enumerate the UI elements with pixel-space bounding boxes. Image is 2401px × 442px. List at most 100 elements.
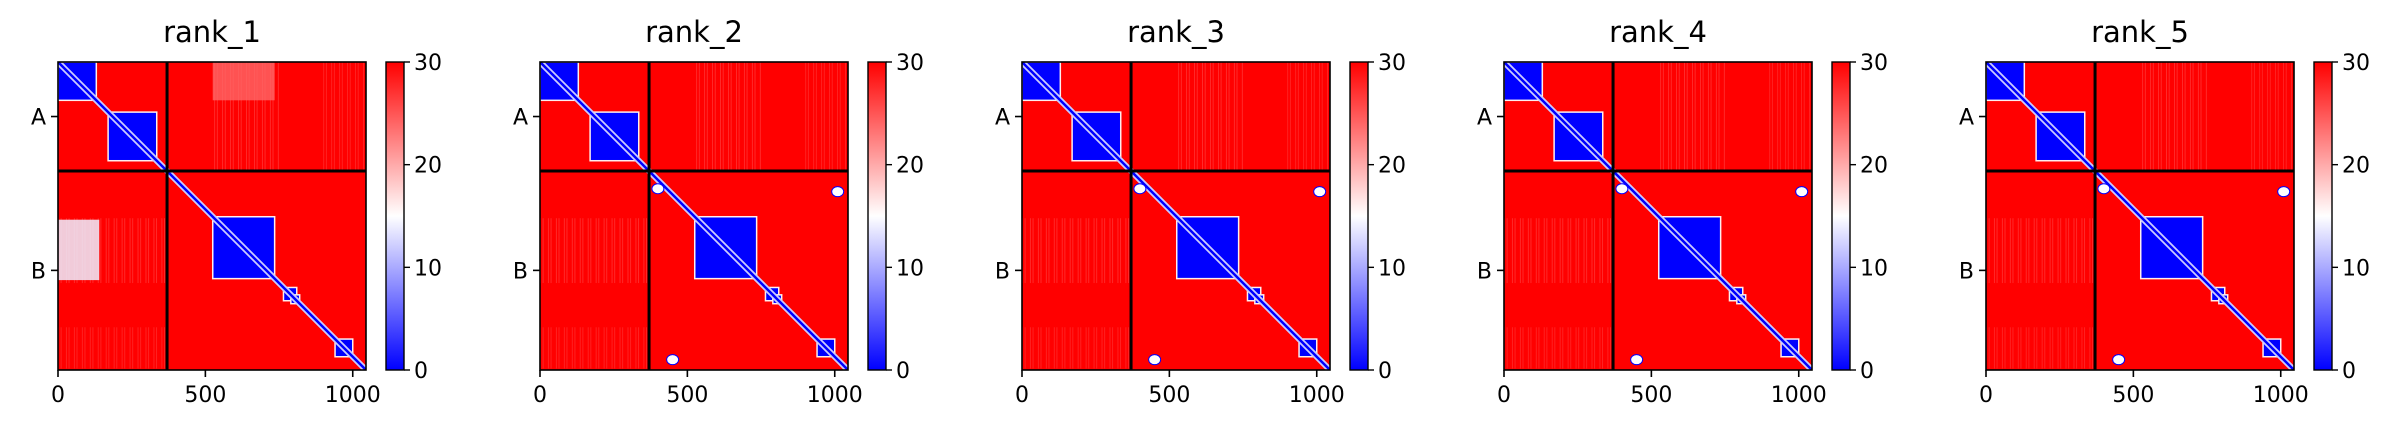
colorbar-tick-label: 10	[414, 256, 442, 281]
x-tick-label: 0	[1497, 383, 1511, 408]
colorbar-tick-label: 20	[2342, 154, 2370, 179]
colorbar-tick-label: 10	[896, 256, 924, 281]
x-tick-label: 500	[2112, 383, 2154, 408]
right-stripes	[1769, 62, 1810, 172]
diagonal-core	[58, 62, 366, 370]
heatmap-cells	[1504, 62, 1812, 370]
a-to-b-stripes	[214, 62, 279, 172]
x-tick-label: 0	[51, 383, 65, 408]
bright-spot	[1795, 186, 1809, 198]
x-tick-label: 1000	[1771, 383, 1827, 408]
heatmap-cells	[1986, 62, 2294, 370]
colorbar-tick-label: 0	[896, 359, 910, 384]
panel-title: rank_5	[2091, 15, 2189, 49]
bright-spot	[1313, 186, 1327, 198]
y-tick-label: A	[1959, 106, 1974, 131]
colorbar-tick-label: 30	[414, 51, 442, 76]
bright-spot	[2112, 354, 2126, 366]
x-tick-label: 0	[1015, 383, 1029, 408]
bright-spot	[1630, 354, 1644, 366]
right-stripes	[2251, 62, 2292, 172]
axes-frame	[1021, 61, 1331, 371]
right-stripes	[805, 62, 846, 172]
pae-panel-1: rank_1 0 500 1000 A B 0 10 20 30	[31, 15, 442, 408]
y-tick-label: B	[1477, 259, 1492, 284]
b-to-a-patch	[58, 219, 100, 281]
bright-spot	[1148, 354, 1162, 366]
a-to-b-patch	[212, 62, 275, 101]
pae-panel-2: rank_2 0 500 1000 A B 0 10 20 30	[513, 15, 924, 408]
colorbar-tick-label: 30	[1378, 51, 1406, 76]
colorbar-tick-label: 20	[414, 154, 442, 179]
axes-frame	[1985, 61, 2295, 371]
bright-spot	[651, 183, 665, 195]
x-tick-label: 500	[184, 383, 226, 408]
colorbar	[2313, 61, 2333, 371]
bright-spot	[831, 186, 845, 198]
heatmap-cells	[58, 62, 366, 370]
y-tick-label: B	[31, 259, 46, 284]
colorbar-tick-label: 20	[1860, 154, 1888, 179]
right-stripes	[1287, 62, 1328, 172]
pae-panel-3: rank_3 0 500 1000 A B 0 10 20 30	[995, 15, 1406, 408]
colorbar-tick-label: 0	[1860, 359, 1874, 384]
heatmap-cells	[1022, 62, 1330, 370]
x-tick-label: 0	[533, 383, 547, 408]
b-to-a-stripes	[1504, 218, 1611, 284]
panel-title: rank_2	[645, 15, 743, 49]
panel-title: rank_4	[1609, 15, 1707, 49]
x-tick-label: 1000	[2253, 383, 2309, 408]
colorbar-tick-label: 30	[1860, 51, 1888, 76]
a-to-b-stripes	[2142, 62, 2207, 172]
colorbar-tick-label: 20	[1378, 154, 1406, 179]
x-tick-label: 1000	[807, 383, 863, 408]
bright-spot	[2097, 183, 2111, 195]
diagonal-core	[1022, 62, 1330, 370]
lower-stripes	[1986, 327, 2093, 369]
colorbar-tick-label: 0	[414, 359, 428, 384]
bright-spot	[1615, 183, 1629, 195]
y-tick-label: A	[995, 106, 1010, 131]
diagonal-core	[1986, 62, 2294, 370]
colorbar	[867, 61, 887, 371]
y-tick-label: B	[513, 259, 528, 284]
bright-spot	[2277, 186, 2291, 198]
colorbar	[1349, 61, 1369, 371]
b-to-a-stripes	[540, 218, 647, 284]
heatmap-cells	[540, 62, 848, 370]
colorbar-tick-label: 0	[1378, 359, 1392, 384]
bright-spot	[666, 354, 680, 366]
colorbar-tick-label: 10	[1860, 256, 1888, 281]
pae-panel-5: rank_5 0 500 1000 A B 0 10 20 30	[1959, 15, 2370, 408]
y-tick-label: A	[31, 106, 46, 131]
x-tick-label: 0	[1979, 383, 1993, 408]
colorbar	[385, 61, 405, 371]
colorbar	[1831, 61, 1851, 371]
colorbar-tick-label: 0	[2342, 359, 2356, 384]
y-tick-label: B	[1959, 259, 1974, 284]
x-tick-label: 500	[1148, 383, 1190, 408]
right-stripes	[323, 62, 364, 172]
axes-frame	[57, 61, 367, 371]
pae-panel-4: rank_4 0 500 1000 A B 0 10 20 30	[1477, 15, 1888, 408]
diagonal-core	[540, 62, 848, 370]
colorbar-tick-label: 10	[1378, 256, 1406, 281]
a-to-b-stripes	[1660, 62, 1725, 172]
colorbar-tick-label: 30	[2342, 51, 2370, 76]
colorbar-tick-label: 20	[896, 154, 924, 179]
y-tick-label: A	[513, 106, 528, 131]
x-tick-label: 1000	[325, 383, 381, 408]
panel-title: rank_3	[1127, 15, 1225, 49]
a-to-b-stripes	[696, 62, 761, 172]
colorbar-tick-label: 10	[2342, 256, 2370, 281]
axes-frame	[539, 61, 849, 371]
x-tick-label: 1000	[1289, 383, 1345, 408]
bright-spot	[1133, 183, 1147, 195]
x-tick-label: 500	[1630, 383, 1672, 408]
y-tick-label: A	[1477, 106, 1492, 131]
y-tick-label: B	[995, 259, 1010, 284]
a-to-b-stripes	[1178, 62, 1243, 172]
colorbar-tick-label: 30	[896, 51, 924, 76]
x-tick-label: 500	[666, 383, 708, 408]
